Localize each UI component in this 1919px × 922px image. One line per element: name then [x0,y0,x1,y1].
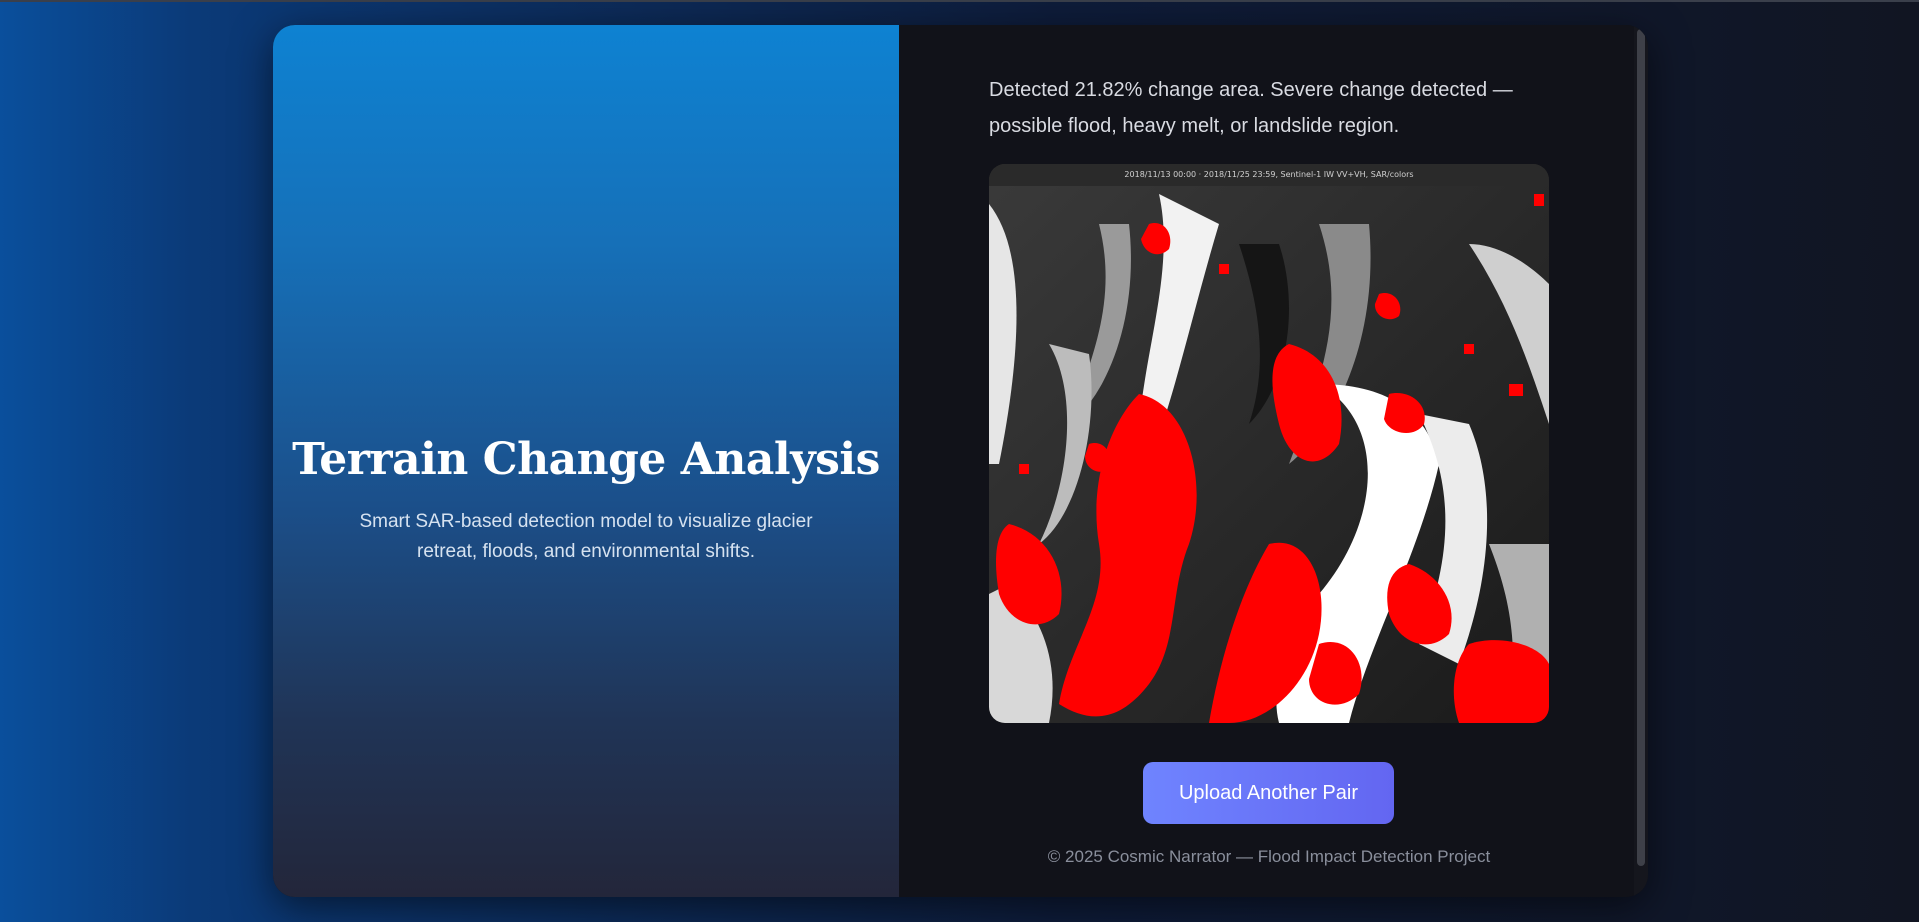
scrollbar-thumb[interactable] [1637,29,1645,866]
sar-change-map [989,164,1549,723]
hero-subtitle: Smart SAR-based detection model to visua… [359,510,813,562]
change-description: Detected 21.82% change area. Severe chan… [989,79,1513,137]
image-footer-scale [989,707,1549,723]
browser-top-edge [0,0,1919,2]
result-panel: Detected 21.82% change area. Severe chan… [899,25,1648,897]
analysis-card: Terrain Change Analysis Smart SAR-based … [273,25,1648,897]
change-map-image: 2018/11/13 00:00 · 2018/11/25 23:59, Sen… [989,164,1549,723]
upload-another-pair-button[interactable]: Upload Another Pair [1143,762,1394,824]
scrollbar[interactable] [1634,25,1648,897]
page-title: Terrain Change Analysis [292,433,880,485]
hero-panel: Terrain Change Analysis Smart SAR-based … [273,25,899,897]
image-caption: 2018/11/13 00:00 · 2018/11/25 23:59, Sen… [989,164,1549,186]
footer-copyright: © 2025 Cosmic Narrator — Flood Impact De… [1047,847,1491,866]
